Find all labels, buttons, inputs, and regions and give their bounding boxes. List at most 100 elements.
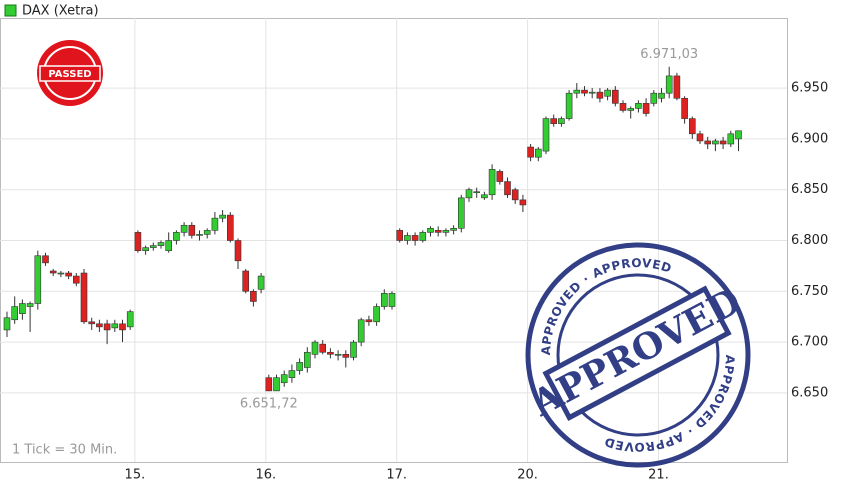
candle-body	[342, 354, 350, 358]
candle-body	[357, 319, 365, 343]
candle-body	[3, 317, 11, 331]
candle-body	[80, 272, 88, 323]
candle-body	[411, 235, 419, 241]
candle-body	[534, 148, 542, 158]
passed-stamp: PASSED	[37, 40, 103, 106]
y-tick-label: 6.650	[791, 385, 828, 400]
candle-body	[157, 242, 165, 246]
candle-body	[704, 140, 712, 145]
candle-body	[727, 133, 735, 145]
candle-body	[49, 270, 57, 274]
candle-body	[457, 197, 465, 229]
candle-body	[188, 224, 196, 236]
candle-body	[288, 370, 296, 378]
candle-body	[496, 171, 504, 182]
candle-body	[242, 270, 249, 292]
candle-body	[273, 377, 280, 392]
candle-body	[465, 189, 473, 199]
candle-body	[542, 118, 550, 152]
x-tick-label: 16.	[255, 468, 276, 483]
candle-body	[642, 103, 650, 114]
stamp-inner	[556, 273, 720, 437]
legend-swatch	[4, 4, 17, 17]
candle-body	[619, 103, 627, 111]
candle-body	[88, 321, 95, 325]
y-tick-label: 6.850	[791, 182, 828, 197]
candle-body	[581, 89, 588, 94]
candle-body	[327, 351, 334, 355]
candle-body	[558, 118, 565, 124]
candle-body	[519, 199, 527, 206]
candle-body	[211, 217, 219, 231]
candle-body	[565, 92, 573, 119]
candle-body	[673, 75, 681, 99]
candle-body	[473, 191, 481, 194]
candle-body	[96, 323, 103, 328]
stamp-text: PASSED	[48, 69, 91, 80]
candle-body	[65, 272, 72, 277]
candle-body	[596, 91, 604, 99]
candle-body	[719, 140, 727, 145]
candle-body	[511, 189, 519, 201]
candle-body	[111, 323, 119, 329]
candle-body	[296, 362, 303, 371]
candle-body	[350, 341, 357, 358]
candle-body	[73, 275, 80, 284]
x-tick-label: 20.	[517, 468, 538, 483]
candle-body	[265, 377, 273, 392]
stamp-outer	[525, 242, 751, 468]
candle-body	[611, 89, 619, 104]
candle-body	[196, 234, 203, 236]
candle-body	[126, 311, 134, 328]
candle-body	[665, 75, 673, 94]
candle-body	[550, 118, 558, 124]
y-tick-label: 6.900	[791, 131, 828, 146]
candle-body	[696, 133, 704, 142]
x-tick-label: 17.	[386, 468, 407, 483]
candle-body	[380, 293, 388, 307]
candle-body	[142, 247, 149, 251]
candle-body	[180, 224, 188, 233]
candle-body	[504, 181, 511, 196]
candle-body	[57, 272, 65, 275]
candle-body	[165, 240, 172, 251]
y-tick-label: 6.950	[791, 81, 828, 96]
annotation: 6.651,72	[240, 397, 298, 412]
candle-body	[396, 230, 404, 241]
candle-body	[150, 245, 157, 248]
candle-body	[604, 89, 611, 97]
candle-body	[373, 306, 380, 323]
x-tick-label: 21.	[648, 468, 669, 483]
candle-body	[488, 169, 496, 196]
candle-body	[573, 89, 581, 94]
candle-body	[658, 92, 665, 99]
candle-body	[588, 91, 596, 94]
candle-body	[227, 214, 234, 241]
candle-body	[404, 235, 411, 241]
candle-body	[203, 230, 211, 235]
candle-body	[419, 232, 427, 241]
candle-body	[11, 306, 18, 321]
candle-body	[280, 374, 288, 384]
candle-body	[434, 230, 442, 233]
candles	[3, 66, 742, 392]
candle-body	[19, 303, 26, 314]
candle-body	[627, 108, 635, 111]
candle-body	[427, 228, 434, 233]
x-tick-label: 15.	[125, 468, 146, 483]
candle-body	[635, 103, 642, 109]
candle-body	[450, 228, 457, 231]
candle-body	[134, 232, 142, 251]
candle-body	[119, 323, 126, 331]
candle-body	[334, 354, 342, 356]
footnote: 1 Tick = 30 Min.	[12, 443, 117, 458]
candle-body	[250, 291, 257, 302]
candle-body	[257, 275, 265, 290]
candle-body	[650, 92, 658, 104]
candle-body	[311, 341, 319, 355]
y-tick-label: 6.800	[791, 233, 828, 248]
stamp-band	[542, 285, 732, 421]
candle-body	[442, 230, 450, 233]
candle-body	[365, 319, 373, 323]
candle-body	[42, 255, 49, 264]
